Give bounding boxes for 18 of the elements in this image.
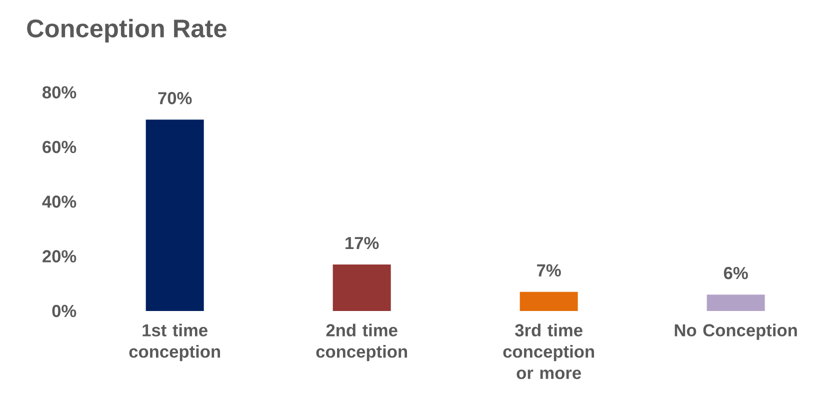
x-tick-label: 2nd time conception <box>316 324 407 362</box>
y-tick-label: 80% <box>42 86 76 98</box>
data-label: 7% <box>537 264 561 276</box>
bar <box>706 294 765 311</box>
bar <box>520 292 578 311</box>
y-tick-label: 60% <box>42 140 76 154</box>
bar <box>146 120 204 311</box>
x-tick-label: 1st time conception <box>129 324 220 362</box>
data-label: 70% <box>158 92 192 104</box>
data-label: 17% <box>346 236 379 250</box>
y-tick-label: 0% <box>52 304 76 318</box>
bar <box>332 264 391 311</box>
y-tick-label: 40% <box>42 196 76 208</box>
x-tick-label: No Conception <box>674 324 797 340</box>
data-label: 6% <box>724 266 748 280</box>
y-tick-label: 20% <box>42 250 76 262</box>
x-tick-label: 3rd time conception or more <box>503 324 594 380</box>
chart-title: Conception Rate <box>27 18 226 42</box>
